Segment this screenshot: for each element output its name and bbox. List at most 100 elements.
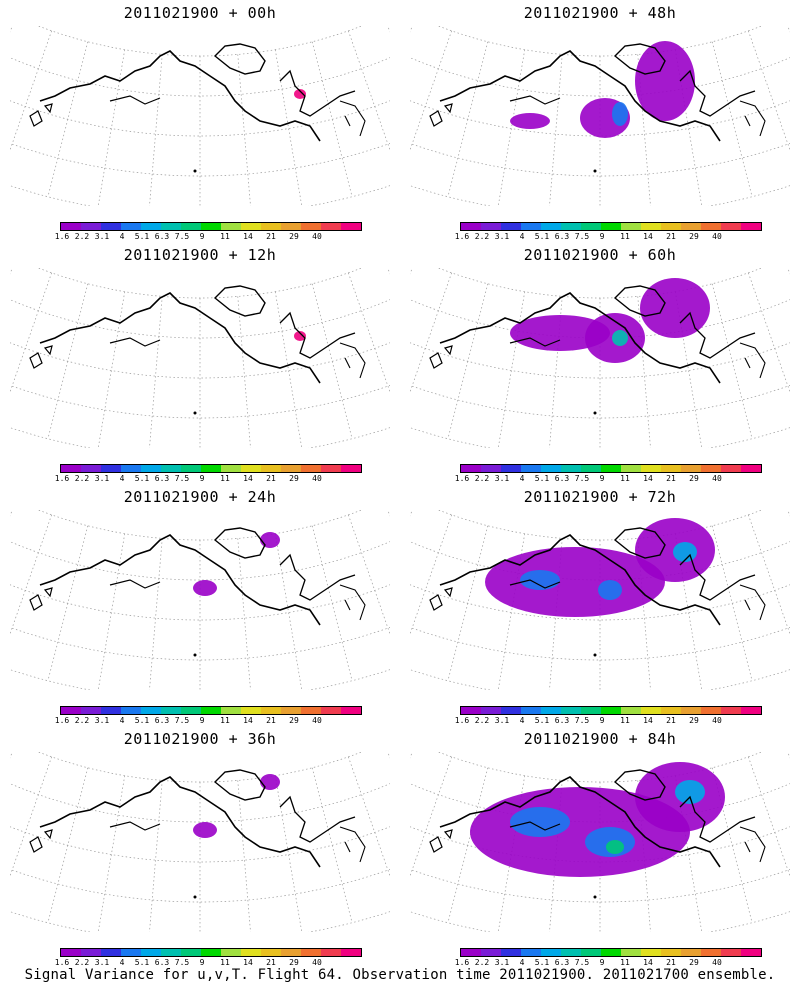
legend-label: 3.1 [94, 716, 110, 725]
legend-color-bar [460, 948, 762, 957]
coastline [339, 826, 366, 863]
legend-swatch [321, 949, 341, 956]
legend-swatch [741, 465, 761, 472]
legend-label: 4 [119, 958, 125, 967]
meridian-line [97, 49, 126, 206]
coastline [739, 100, 766, 137]
coastline [739, 342, 766, 379]
latitude-line [410, 185, 790, 206]
legend-swatch [681, 707, 701, 714]
legend-swatch [721, 465, 741, 472]
legend-labels: 1.6 2.2 3.1 4 5.1 6.3 7.5 9 11 14 21 29 40 [55, 232, 362, 242]
legend-label: 29 [689, 232, 699, 241]
legend-label: 21 [266, 474, 276, 483]
legend-swatch [201, 707, 221, 714]
legend-label: 29 [289, 474, 299, 483]
legend-swatch [221, 223, 241, 230]
island [193, 169, 197, 173]
legend-label: 21 [666, 958, 676, 967]
variance-area [612, 330, 628, 346]
legend-swatch [341, 949, 361, 956]
legend-swatch [281, 465, 301, 472]
legend-swatch [541, 949, 561, 956]
legend-swatch [201, 465, 221, 472]
legend-swatch [81, 465, 101, 472]
meridian-line [10, 514, 52, 636]
legend-label: 1.6 [454, 232, 470, 241]
legend-label: 2.2 [474, 716, 490, 725]
legend-swatch [721, 949, 741, 956]
legend-label: 40 [712, 958, 722, 967]
legend-label: 3.1 [94, 958, 110, 967]
legend-label: 7.5 [174, 474, 190, 483]
latitude-line [37, 26, 363, 57]
map-panel: 2011021900 + 36h 1.6 2.2 3.1 4 5.1 6.3 7.5 9 11 14… [0, 726, 400, 967]
legend-swatch [661, 949, 681, 956]
legend-color-bar [60, 464, 362, 473]
legend-swatch [461, 223, 481, 230]
meridian-line [674, 533, 703, 690]
legend-label: 6.3 [554, 716, 570, 725]
coastline [439, 292, 721, 384]
legend-label: 40 [312, 716, 322, 725]
map-panel: 2011021900 + 12h 1.6 2.2 3.1 4 5.1 6.3 7.5 9 11 14… [0, 242, 400, 484]
polar-map [10, 752, 390, 932]
legend-label: 1.6 [54, 716, 70, 725]
variance-area [612, 102, 628, 126]
meridian-line [748, 514, 790, 636]
legend-label: 14 [643, 716, 653, 725]
latitude-line [37, 752, 363, 783]
legend-color-bar [60, 948, 362, 957]
legend-label: 11 [620, 474, 630, 483]
legend-label: 1.6 [454, 716, 470, 725]
legend-label: 40 [312, 958, 322, 967]
legend-swatch [101, 707, 121, 714]
legend-swatch [221, 707, 241, 714]
latitude-line [10, 185, 390, 206]
legend-label: 14 [243, 474, 253, 483]
coastline [339, 342, 366, 379]
meridian-line [348, 30, 390, 152]
coastline [679, 69, 756, 117]
legend-label: 7.5 [574, 232, 590, 241]
legend-color-bar [460, 464, 762, 473]
legend-label: 4 [519, 474, 525, 483]
meridian-line [748, 272, 790, 394]
variance-area [598, 580, 622, 600]
meridian-line [410, 26, 413, 33]
legend-swatch [121, 223, 141, 230]
coastline [679, 795, 756, 843]
color-legend: 1.6 2.2 3.1 4 5.1 6.3 7.5 9 11 14 21 29 40 [455, 948, 762, 968]
panel-title: 2011021900 + 12h [123, 246, 277, 264]
legend-label: 3.1 [494, 958, 510, 967]
latitude-line [37, 510, 363, 541]
color-legend: 1.6 2.2 3.1 4 5.1 6.3 7.5 9 11 14 21 29 40 [455, 464, 762, 484]
legend-label: 6.3 [154, 716, 170, 725]
legend-swatch [161, 223, 181, 230]
legend-swatch [481, 223, 501, 230]
legend-color-bar [460, 222, 762, 231]
coastline [109, 337, 161, 347]
legend-swatch [481, 465, 501, 472]
legend-labels: 1.6 2.2 3.1 4 5.1 6.3 7.5 9 11 14 21 29 40 [55, 474, 362, 484]
legend-label: 7.5 [574, 958, 590, 967]
legend-labels: 1.6 2.2 3.1 4 5.1 6.3 7.5 9 11 14 21 29 40 [55, 716, 362, 726]
legend-swatch [721, 223, 741, 230]
coastline [279, 69, 356, 117]
coastline [213, 285, 266, 317]
island [593, 653, 597, 657]
legend-label: 29 [289, 958, 299, 967]
legend-swatch [701, 707, 721, 714]
meridian-line [274, 775, 303, 932]
latitude-line [410, 541, 790, 581]
legend-label: 1.6 [54, 474, 70, 483]
legend-label: 14 [243, 716, 253, 725]
legend-swatch [141, 949, 161, 956]
island [193, 411, 197, 415]
meridian-line [410, 30, 452, 152]
meridian-line [748, 756, 790, 878]
legend-label: 7.5 [174, 232, 190, 241]
legend-label: 40 [712, 474, 722, 483]
legend-swatch [601, 949, 621, 956]
legend-label: 29 [289, 232, 299, 241]
